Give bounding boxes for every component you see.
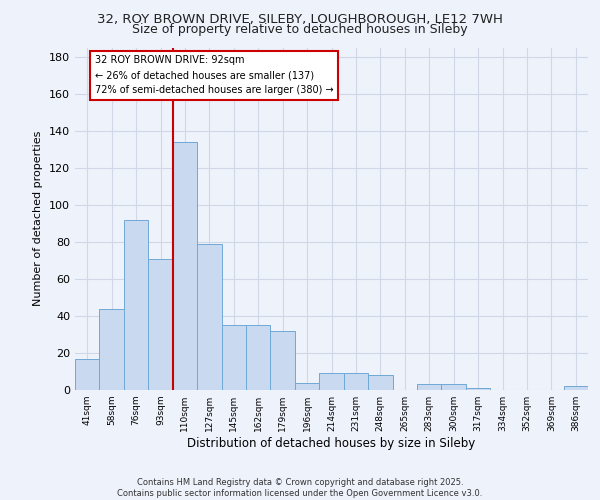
Bar <box>563 386 588 390</box>
Bar <box>100 308 124 390</box>
Bar <box>173 142 197 390</box>
Text: Contains HM Land Registry data © Crown copyright and database right 2025.
Contai: Contains HM Land Registry data © Crown c… <box>118 478 482 498</box>
Bar <box>368 375 392 390</box>
Bar <box>271 331 295 390</box>
Text: 32 ROY BROWN DRIVE: 92sqm
← 26% of detached houses are smaller (137)
72% of semi: 32 ROY BROWN DRIVE: 92sqm ← 26% of detac… <box>95 56 333 95</box>
Bar <box>466 388 490 390</box>
Bar <box>221 325 246 390</box>
Bar <box>295 382 319 390</box>
Text: Size of property relative to detached houses in Sileby: Size of property relative to detached ho… <box>132 22 468 36</box>
Bar <box>246 325 271 390</box>
Bar <box>124 220 148 390</box>
Bar <box>148 258 173 390</box>
X-axis label: Distribution of detached houses by size in Sileby: Distribution of detached houses by size … <box>187 437 476 450</box>
Bar <box>319 374 344 390</box>
Bar <box>75 358 100 390</box>
Bar <box>442 384 466 390</box>
Text: 32, ROY BROWN DRIVE, SILEBY, LOUGHBOROUGH, LE12 7WH: 32, ROY BROWN DRIVE, SILEBY, LOUGHBOROUG… <box>97 12 503 26</box>
Bar <box>344 374 368 390</box>
Bar <box>417 384 442 390</box>
Bar <box>197 244 221 390</box>
Y-axis label: Number of detached properties: Number of detached properties <box>34 131 43 306</box>
